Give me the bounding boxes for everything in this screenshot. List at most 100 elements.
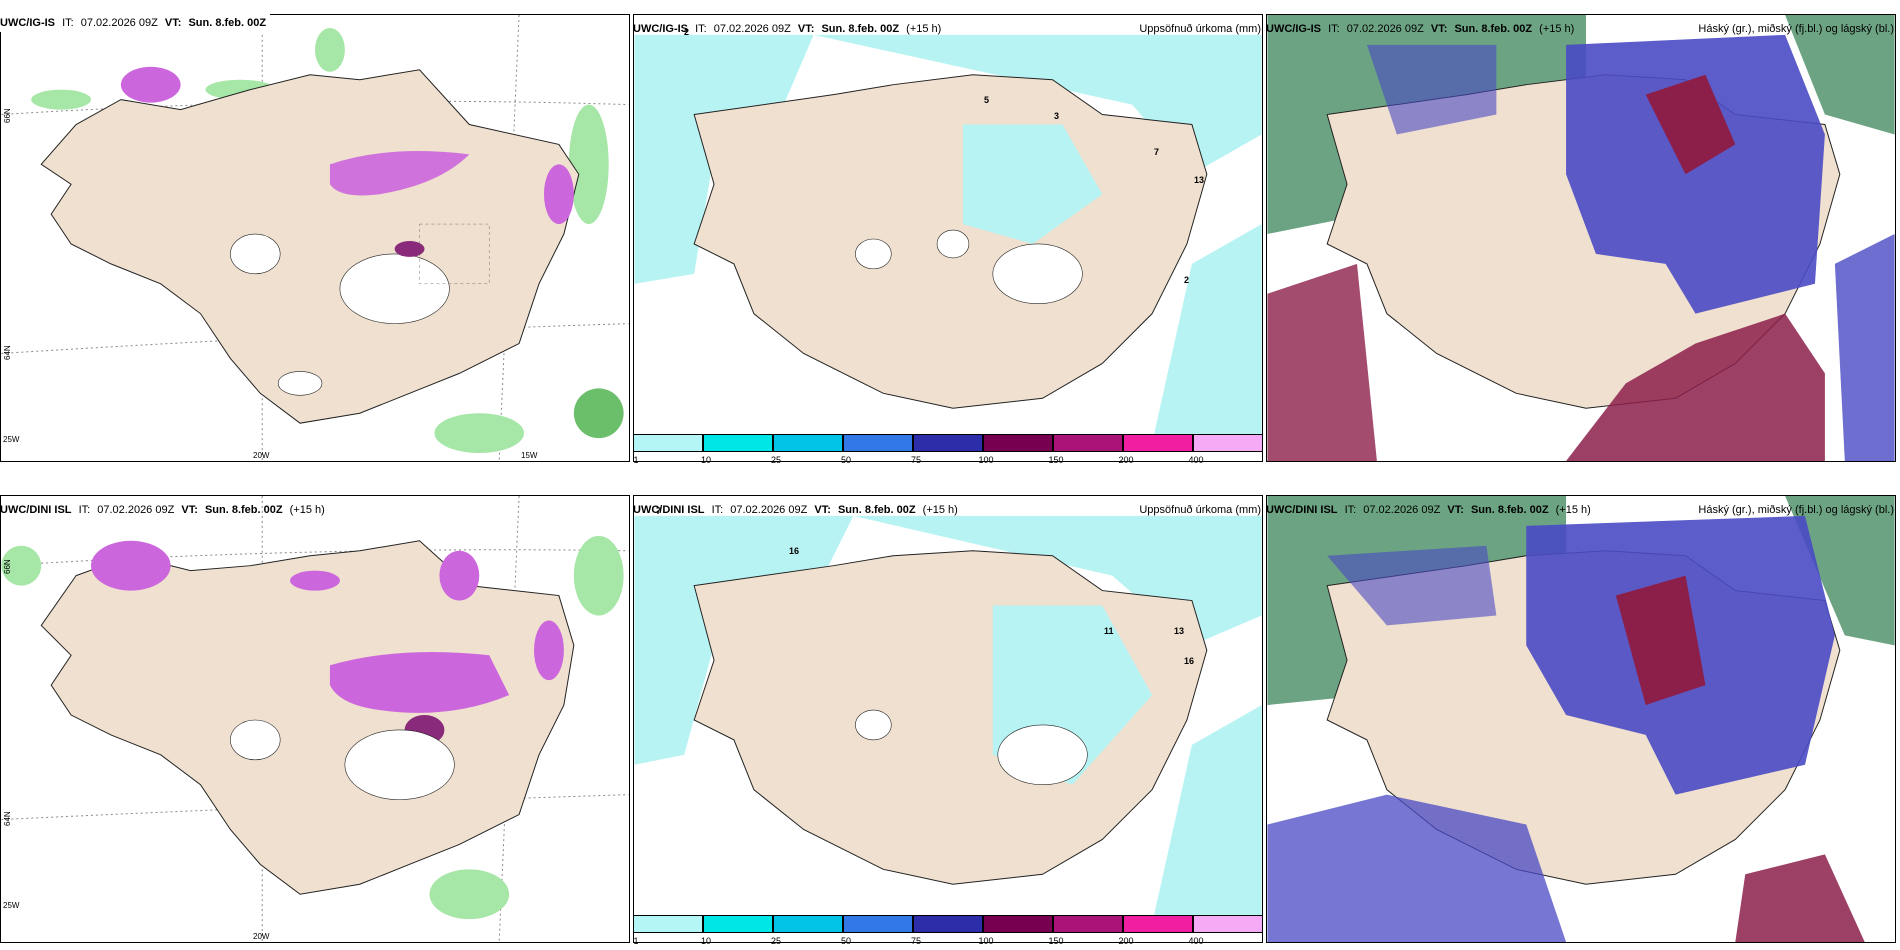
precip-map bbox=[634, 15, 1262, 461]
it-label: IT: bbox=[1328, 23, 1340, 35]
colorbar-cell bbox=[633, 915, 703, 933]
colorbar-cell bbox=[843, 434, 913, 452]
lead-time: (+15 h) bbox=[906, 23, 942, 35]
precip-title: Uppsöfnuð úrkoma (mm) bbox=[1139, 504, 1261, 516]
vt-label: VT: bbox=[814, 504, 831, 516]
colorbar-cell bbox=[1193, 434, 1263, 452]
precip-value: 5 bbox=[984, 95, 990, 105]
model-name: UWC/IG-IS bbox=[633, 23, 688, 35]
precip-value: 16 bbox=[789, 546, 800, 556]
colorbar-tick: 100 bbox=[978, 936, 994, 946]
cloud-map-panel-bottom[interactable] bbox=[1266, 495, 1896, 943]
cloud-title: Háský (gr.), miðský (fj.bl.) og lágský (… bbox=[1698, 23, 1894, 35]
cloud-map bbox=[1267, 15, 1895, 461]
lon-label-25w: 25W bbox=[3, 901, 20, 910]
lat-label-66n: 66N bbox=[3, 559, 12, 574]
header-precip-top: UWC/IG-IS IT: 07.02.2026 09Z VT: Sun. 8.… bbox=[633, 20, 1263, 38]
colorbar-tick: 200 bbox=[1118, 936, 1134, 946]
vt-value: Sun. 8.feb. 00Z bbox=[188, 17, 267, 29]
precip-value: 13 bbox=[1174, 626, 1185, 636]
vt-value: Sun. 8.feb. 00Z bbox=[821, 23, 900, 35]
colorbar-cell bbox=[913, 915, 983, 933]
model-name: UWC/IG-IS bbox=[1266, 23, 1321, 35]
colorbar-tick: 25 bbox=[770, 455, 782, 465]
it-value: 07.02.2026 09Z bbox=[730, 504, 808, 516]
colorbar-cell bbox=[1123, 915, 1193, 933]
precip-value: 7 bbox=[1154, 147, 1160, 157]
wind-map-panel-top[interactable]: 66N 64N 25W 20W 15W bbox=[0, 14, 630, 462]
lat-label-64n: 64N bbox=[3, 345, 12, 360]
it-label: IT: bbox=[62, 17, 74, 29]
vt-label: VT: bbox=[181, 504, 198, 516]
it-label: IT: bbox=[695, 23, 707, 35]
lon-label-20w: 20W bbox=[253, 932, 270, 941]
precip-colorbar-bottom: 1 10 25 50 75 100 150 200 400 bbox=[633, 915, 1263, 946]
precip-value: 7 bbox=[656, 506, 662, 516]
vt-label: VT: bbox=[1447, 504, 1464, 516]
it-label: IT: bbox=[78, 504, 91, 516]
colorbar-cell bbox=[633, 434, 703, 452]
precip-value: 2 bbox=[684, 27, 690, 37]
lat-label-66n: 66N bbox=[3, 108, 12, 123]
header-wind-bottom: UWC/DINI ISL IT: 07.02.2026 09Z VT: Sun.… bbox=[0, 501, 630, 519]
lead-time: (+15 h) bbox=[922, 504, 958, 516]
model-name: UWC/IG-IS bbox=[0, 17, 55, 29]
lon-label-20w: 20W bbox=[253, 451, 270, 460]
cloud-map bbox=[1267, 496, 1895, 942]
colorbar-tick: 10 bbox=[700, 455, 712, 465]
colorbar-tick: 50 bbox=[840, 936, 852, 946]
it-label: IT: bbox=[1344, 504, 1357, 516]
it-value: 07.02.2026 09Z bbox=[1363, 504, 1441, 516]
wind-map-panel-bottom[interactable]: 66N 64N 25W 20W bbox=[0, 495, 630, 943]
vt-value: Sun. 8.feb. 00Z bbox=[1470, 504, 1549, 516]
colorbar-cell bbox=[843, 915, 913, 933]
precip-map-panel-top[interactable]: 2 5 3 7 13 2 bbox=[633, 14, 1263, 462]
colorbar-tick: 1 bbox=[633, 936, 639, 946]
colorbar-tick: 150 bbox=[1048, 936, 1064, 946]
lat-label-64n: 64N bbox=[3, 811, 12, 826]
vt-label: VT: bbox=[164, 17, 182, 29]
precip-value: 11 bbox=[1104, 626, 1114, 636]
lead-time: (+15 h) bbox=[1539, 23, 1575, 35]
colorbar-cell bbox=[703, 434, 773, 452]
colorbar-tick: 75 bbox=[910, 455, 922, 465]
colorbar-cell bbox=[983, 915, 1053, 933]
vt-value: Sun. 8.feb. 00Z bbox=[204, 504, 283, 516]
precip-value: 3 bbox=[1054, 111, 1060, 121]
header-cloud-bottom: UWC/DINI ISL IT: 07.02.2026 09Z VT: Sun.… bbox=[1266, 501, 1896, 519]
precip-map bbox=[634, 496, 1262, 942]
colorbar-cell bbox=[1123, 434, 1193, 452]
colorbar-tick: 10 bbox=[700, 936, 712, 946]
colorbar-cell bbox=[1053, 915, 1123, 933]
model-name: UWC/DINI ISL bbox=[633, 504, 705, 516]
header-wind-top: UWC/IG-IS IT: 07.02.2026 09Z VT: Sun. 8.… bbox=[0, 14, 270, 32]
colorbar-cell bbox=[773, 915, 843, 933]
colorbar-tick: 1 bbox=[633, 455, 639, 465]
precip-title: Uppsöfnuð úrkoma (mm) bbox=[1139, 23, 1261, 35]
it-value: 07.02.2026 09Z bbox=[80, 17, 158, 29]
colorbar-tick: 25 bbox=[770, 936, 782, 946]
colorbar-cell bbox=[1193, 915, 1263, 933]
it-value: 07.02.2026 09Z bbox=[97, 504, 175, 516]
vt-label: VT: bbox=[797, 23, 815, 35]
lead-time: (+15 h) bbox=[289, 504, 325, 516]
wind-precip-map bbox=[1, 15, 629, 461]
it-value: 07.02.2026 09Z bbox=[1346, 23, 1424, 35]
colorbar-tick: 75 bbox=[910, 936, 922, 946]
precip-map-panel-bottom[interactable]: 7 16 13 16 11 bbox=[633, 495, 1263, 943]
lon-label-25w: 25W bbox=[3, 435, 20, 444]
colorbar-tick: 400 bbox=[1188, 455, 1204, 465]
colorbar-tick: 100 bbox=[978, 455, 994, 465]
cloud-map-panel-top[interactable] bbox=[1266, 14, 1896, 462]
colorbar-tick: 400 bbox=[1188, 936, 1204, 946]
header-cloud-top: UWC/IG-IS IT: 07.02.2026 09Z VT: Sun. 8.… bbox=[1266, 20, 1896, 38]
model-name: UWC/DINI ISL bbox=[1266, 504, 1338, 516]
it-value: 07.02.2026 09Z bbox=[713, 23, 791, 35]
vt-value: Sun. 8.feb. 00Z bbox=[837, 504, 916, 516]
header-precip-bottom: UWC/DINI ISL IT: 07.02.2026 09Z VT: Sun.… bbox=[633, 501, 1263, 519]
colorbar-tick: 50 bbox=[840, 455, 852, 465]
precip-value: 13 bbox=[1194, 175, 1205, 185]
colorbar-cell bbox=[1053, 434, 1123, 452]
colorbar-cell bbox=[983, 434, 1053, 452]
precip-value: 16 bbox=[1184, 656, 1195, 666]
